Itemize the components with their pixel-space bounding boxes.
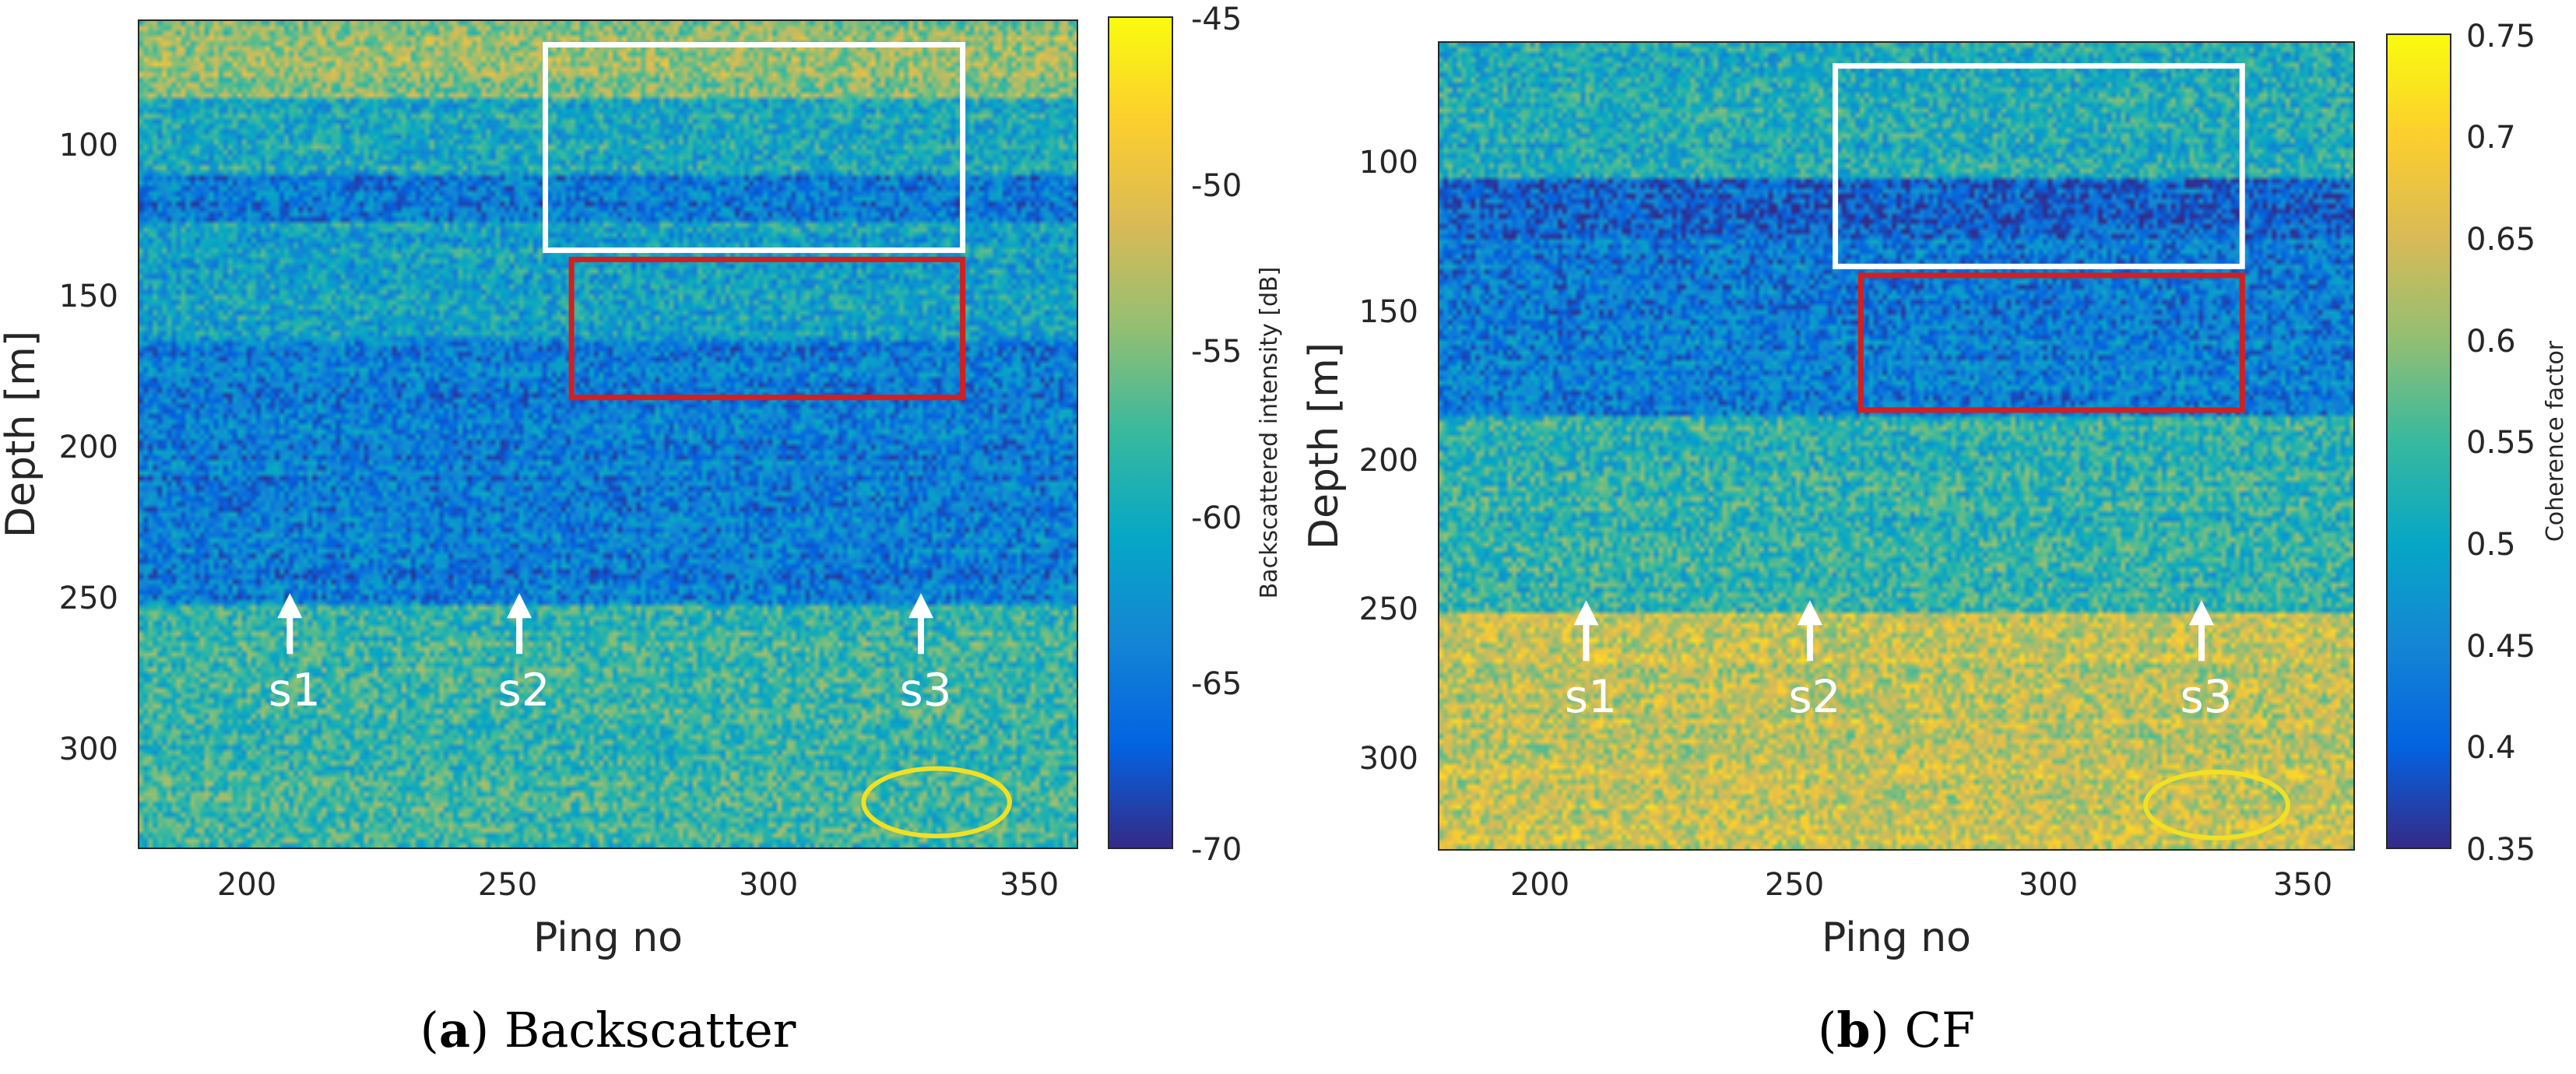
panel-a: s1 s2 s3 100 150 200 250 300 200 250 300 3… (0, 2, 1283, 1058)
panel-b-overlays: s1 s2 s3 (1439, 42, 2354, 850)
marker-arrowhead-s3 (2189, 600, 2214, 626)
colorbar-b-tick: 0.7 (2466, 120, 2516, 156)
colorbar-b-tick: 0.75 (2466, 19, 2536, 54)
colorbar-b-tick: 0.35 (2466, 832, 2536, 868)
panel-a-xtick: 300 (739, 867, 798, 903)
colorbar-a-tick: -55 (1191, 334, 1242, 370)
marker-label-s3: s3 (899, 663, 951, 716)
anomaly-ellipse (861, 766, 1012, 839)
marker-arrowhead-s3 (908, 593, 933, 619)
colorbar-b-tick: 0.45 (2466, 629, 2536, 665)
colorbar-b-tick: 0.6 (2466, 324, 2516, 360)
white-region-box (1833, 63, 2245, 269)
colorbar-a-tick: -45 (1191, 2, 1242, 37)
panel-a-xtick: 350 (1000, 867, 1059, 903)
marker-label-s2: s2 (1788, 670, 1840, 723)
caption-a: (a) Backscatter (420, 1002, 796, 1058)
panel-b-ytick: 250 (1359, 591, 1418, 627)
red-region-box (1857, 272, 2245, 413)
panel-b-ytick: 100 (1359, 145, 1418, 181)
marker-label-s1: s1 (1565, 670, 1617, 723)
cf-colorbar (2386, 33, 2451, 849)
panel-b-plot-border (1438, 41, 2355, 851)
panel-b-xtick: 350 (2273, 867, 2332, 903)
panel-a-xlabel: Ping no (533, 914, 683, 961)
colorbar-b-label: Coherence factor (2542, 340, 2569, 542)
colorbar-b-tick: 0.5 (2466, 527, 2516, 563)
caption-a-letter: a (439, 1002, 470, 1058)
marker-label-s1: s1 (269, 663, 321, 716)
panel-b-xtick: 250 (1765, 867, 1824, 903)
panel-a-overlays: s1 s2 s3 (139, 20, 1077, 848)
colorbar-a-tick: -70 (1191, 832, 1242, 868)
heatmap-texture (1439, 42, 2354, 850)
caption-b-text: CF (1905, 1002, 1975, 1058)
panel-a-xtick: 200 (217, 867, 276, 903)
marker-label-s3: s3 (2180, 670, 2232, 723)
marker-arrowhead-s2 (507, 593, 532, 619)
panel-b-ylabel: Depth [m] (1301, 342, 1348, 549)
panel-b-ytick: 200 (1359, 443, 1418, 479)
panel-a-xtick: 250 (478, 867, 537, 903)
marker-arrowhead-s2 (1797, 600, 1822, 626)
anomaly-ellipse (2143, 770, 2291, 841)
backscatter-colorbar (1108, 16, 1173, 849)
red-region-box (568, 256, 966, 401)
panel-a-plot-border (138, 19, 1078, 849)
marker-arrowhead-s1 (277, 593, 303, 619)
colorbar-a-tick: -50 (1191, 168, 1242, 204)
panel-a-ytick: 150 (59, 279, 118, 314)
panel-a-ytick: 200 (59, 430, 118, 465)
colorbar-a-label: Backscattered intensity [dB] (1256, 267, 1283, 599)
panel-b-ytick: 300 (1359, 741, 1418, 777)
panel-b-xtick: 300 (2019, 867, 2078, 903)
panel-a-ytick: 100 (59, 128, 118, 163)
white-region-box (543, 42, 966, 254)
colorbar-b-tick: 0.4 (2466, 730, 2516, 766)
caption-b-letter: b (1836, 1002, 1870, 1058)
panel-b-ytick: 150 (1359, 294, 1418, 330)
colorbar-a-tick: -60 (1191, 500, 1242, 536)
marker-arrowhead-s1 (1573, 600, 1599, 626)
caption-b: (b) CF (1818, 1002, 1975, 1058)
marker-label-s2: s2 (498, 663, 550, 716)
colorbar-b-tick: 0.65 (2466, 222, 2536, 258)
caption-a-text: Backscatter (504, 1002, 796, 1058)
panel-b-xtick: 200 (1510, 867, 1569, 903)
colorbar-a-tick: -65 (1191, 666, 1242, 702)
panel-a-ytick: 250 (59, 581, 118, 616)
colorbar-b-tick: 0.55 (2466, 425, 2536, 461)
panel-b-xlabel: Ping no (1822, 914, 1971, 961)
panel-b: s1 s2 s3 100 150 200 250 300 200 250 300 3… (1301, 19, 2569, 1058)
panel-a-ylabel: Depth [m] (0, 331, 44, 538)
panel-a-ytick: 300 (59, 732, 118, 767)
heatmap-texture (139, 20, 1077, 848)
